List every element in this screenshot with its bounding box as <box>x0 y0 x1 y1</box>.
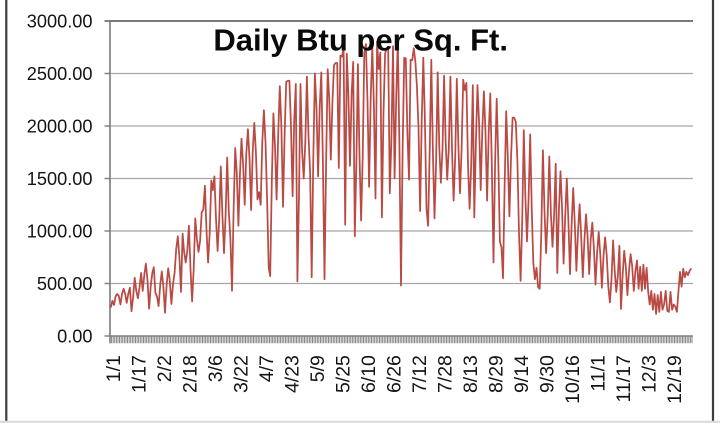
svg-text:12/3: 12/3 <box>639 355 661 393</box>
svg-text:6/10: 6/10 <box>358 355 380 393</box>
svg-text:1/1: 1/1 <box>103 355 125 382</box>
svg-text:1500.00: 1500.00 <box>27 169 93 189</box>
svg-text:12/19: 12/19 <box>664 355 686 404</box>
svg-text:1/17: 1/17 <box>128 355 150 393</box>
svg-text:5/9: 5/9 <box>307 355 329 382</box>
svg-text:3000.00: 3000.00 <box>27 11 93 31</box>
svg-text:9/14: 9/14 <box>511 355 533 393</box>
svg-text:8/13: 8/13 <box>460 355 482 393</box>
svg-text:2/2: 2/2 <box>154 355 176 382</box>
svg-text:7/12: 7/12 <box>409 355 431 393</box>
svg-text:4/7: 4/7 <box>256 355 278 382</box>
svg-text:11/17: 11/17 <box>613 355 635 402</box>
svg-text:6/26: 6/26 <box>383 355 405 393</box>
svg-text:0.00: 0.00 <box>57 326 92 346</box>
svg-text:1000.00: 1000.00 <box>27 221 93 241</box>
svg-text:3/22: 3/22 <box>230 355 252 393</box>
svg-text:8/29: 8/29 <box>486 355 508 393</box>
svg-text:9/30: 9/30 <box>537 355 559 393</box>
svg-text:3/6: 3/6 <box>205 355 227 382</box>
svg-text:4/23: 4/23 <box>281 355 303 393</box>
svg-text:5/25: 5/25 <box>332 355 354 393</box>
svg-text:2/18: 2/18 <box>179 355 201 393</box>
svg-text:11/1: 11/1 <box>588 355 610 392</box>
svg-text:2500.00: 2500.00 <box>27 64 93 84</box>
svg-text:500.00: 500.00 <box>37 274 93 294</box>
svg-text:7/28: 7/28 <box>435 355 457 393</box>
svg-text:Daily Btu per Sq. Ft.: Daily Btu per Sq. Ft. <box>213 22 508 57</box>
svg-text:10/16: 10/16 <box>562 355 584 404</box>
svg-text:2000.00: 2000.00 <box>27 116 93 136</box>
